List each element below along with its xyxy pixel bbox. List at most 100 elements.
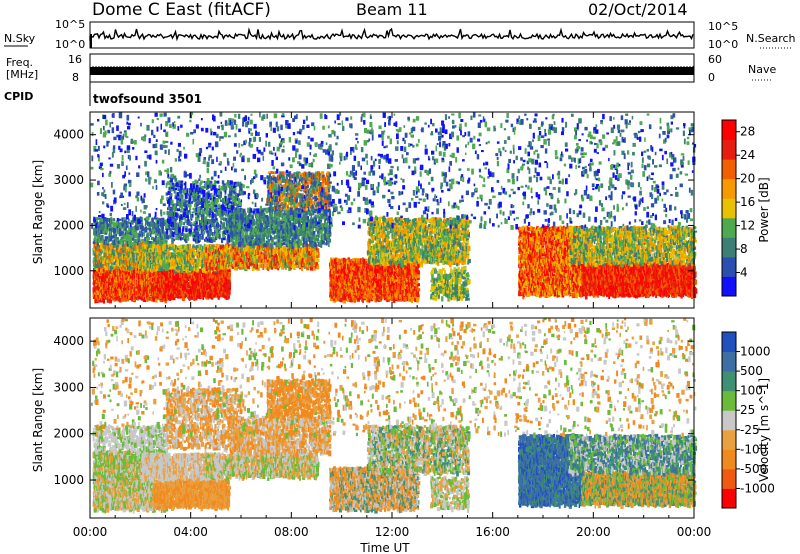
echo-cell [142,226,144,232]
echo-cell [139,237,141,242]
echo-cell [181,181,184,183]
echo-cell [150,250,152,252]
echo-cell [199,259,201,262]
echo-cell [193,184,195,189]
echo-cell [117,266,119,269]
echo-cell [127,234,129,239]
echo-cell [175,235,177,240]
echo-cell [116,228,118,232]
echo-cell [201,260,203,264]
echo-cell [141,223,143,226]
nave-label: Nave [748,63,776,76]
echo-cell [125,229,127,231]
echo-cell [185,190,187,193]
echo-cell [147,297,149,302]
nsky-label: N.Sky [4,32,36,45]
nave-tick-top: 60 [708,53,722,66]
echo-cell [174,219,176,223]
echo-cell [165,240,167,242]
echo-cell [185,228,187,232]
freq-trace [90,66,694,75]
echo-cell [110,275,112,277]
echo-cell [186,238,189,241]
freq-band [90,67,694,75]
echo-cell [97,218,100,220]
echo-cell [191,195,193,197]
echo-cell [111,219,113,224]
echo-cell [202,234,204,240]
freq-tick-top: 16 [68,53,82,66]
nsky-line [90,29,693,39]
nsearch-label: N.Search [746,32,796,45]
echo-cell [119,231,122,236]
nsky-tick-bottom: 10^0 [55,38,85,51]
echo-cell [181,205,183,210]
echo-cell [170,193,173,197]
echo-cell [199,195,201,198]
power-data [91,112,698,304]
echo-cell [145,224,147,226]
echo-cell [182,195,184,199]
echo-cell [182,226,184,231]
echo-cell [132,235,135,239]
cpid-value: twofsound 3501 [93,92,202,106]
echo-cell [185,234,187,239]
echo-cell [113,228,116,233]
freq-label-2: [MHz] [6,68,38,81]
nsearch-tick-bottom: 10^0 [708,38,738,51]
nsky-trace [90,29,693,48]
echo-cell [158,246,161,250]
echo-cell [120,292,122,295]
echo-cell [180,220,182,223]
echo-cell [148,237,150,240]
echo-cell [162,226,164,230]
nsky-tick-top: 10^5 [55,18,85,31]
echo-cell [186,267,188,273]
echo-cell [183,250,185,253]
echo-cell [137,233,139,238]
station-title: Dome C East (fitACF) [92,0,271,20]
echo-cell [120,219,122,221]
echo-cell [187,210,189,216]
echo-cell [170,246,173,250]
echo-cell [228,272,231,277]
echo-cell [159,251,161,256]
date-title: 02/Oct/2014 [588,0,688,19]
echo-cell [180,214,183,219]
cpid-label: CPID [4,90,33,103]
echo-cell [185,182,187,188]
echo-cell [192,212,194,214]
echo-cell [172,232,174,238]
echo-cell [152,225,154,230]
echo-cell [177,208,180,211]
echo-cell [190,201,193,204]
freq-tick-bottom: 8 [72,71,79,84]
echo-cell [149,228,151,232]
nsearch-tick-top: 10^5 [708,20,738,33]
echo-cell [129,240,132,246]
rti-figure: Dome C East (fitACF) Beam 11 02/Oct/2014… [0,0,800,554]
echo-cell [175,189,177,194]
echo-cell [189,207,191,211]
echo-cell [120,244,122,249]
echo-cell [139,231,141,234]
echo-cell [197,248,199,252]
echo-cell [141,239,144,242]
echo-cell [191,226,193,230]
echo-cell [175,188,177,190]
beam-title: Beam 11 [356,0,428,19]
echo-cell [185,245,187,248]
echo-cell [197,267,199,271]
echo-cell [180,237,182,240]
echo-cell [116,237,119,240]
nave-tick-bottom: 0 [708,71,715,84]
echo-cell [190,222,192,225]
echo-cell [174,239,176,242]
echo-cell [113,218,116,221]
echo-cell [187,188,189,193]
echo-cell [180,245,182,249]
echo-cell [166,229,168,234]
echo-cell [195,198,197,201]
echo-cell [166,276,168,281]
